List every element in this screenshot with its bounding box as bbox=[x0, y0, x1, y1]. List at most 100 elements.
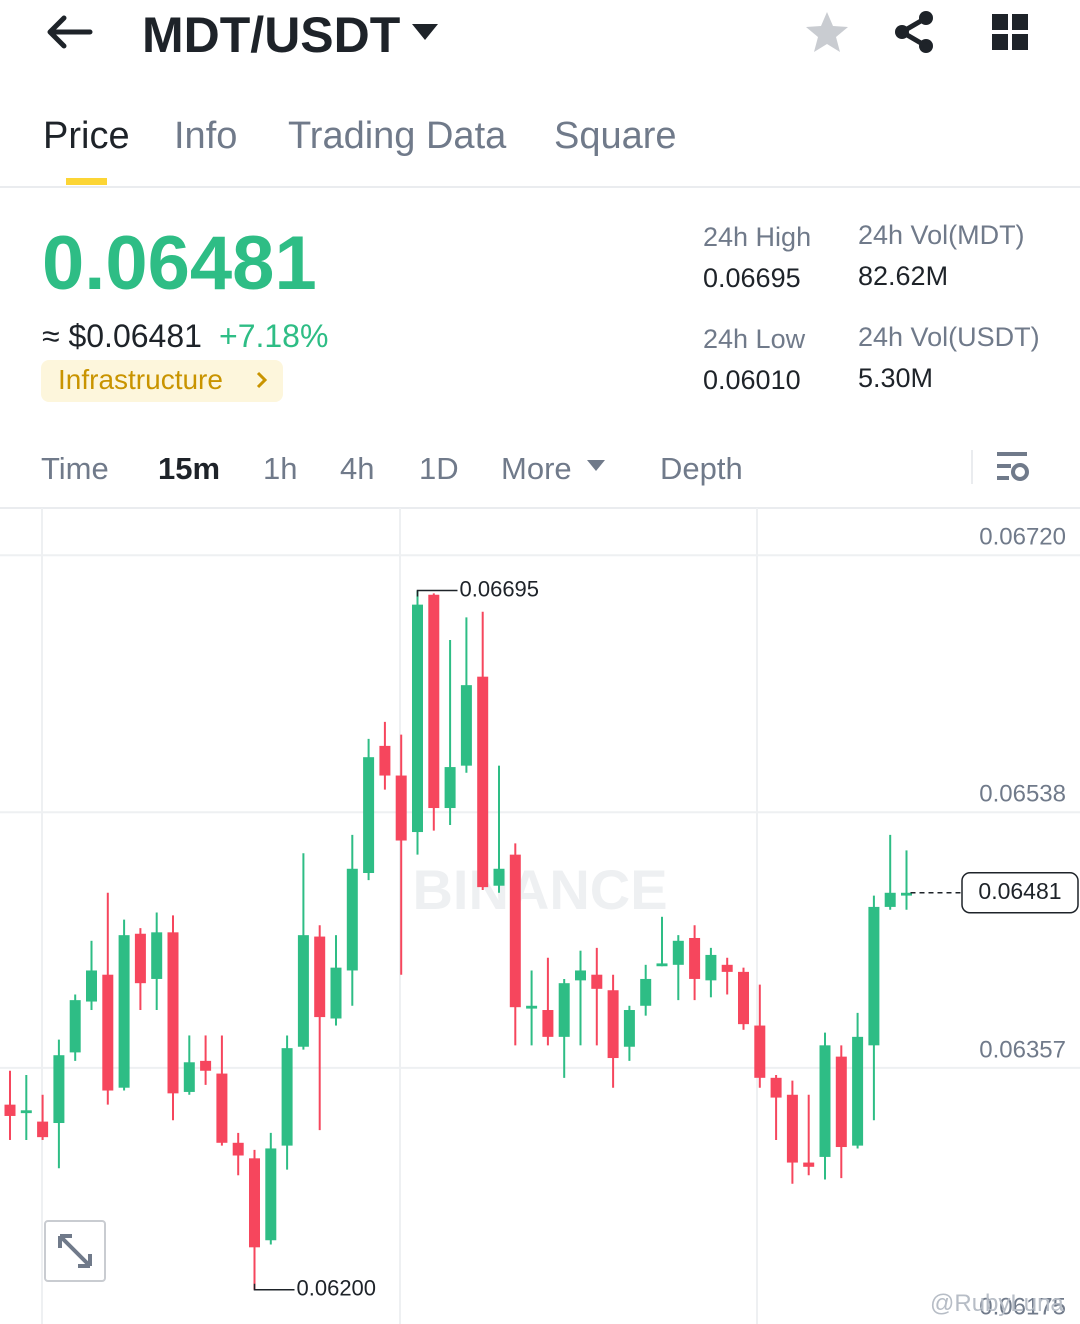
candle-body bbox=[623, 1010, 635, 1047]
tag-arrow bbox=[256, 371, 268, 389]
depth-tab[interactable]: Depth bbox=[660, 451, 743, 486]
candle-body bbox=[281, 1048, 293, 1146]
share-icon[interactable] bbox=[892, 10, 938, 54]
last-price: 0.06481 bbox=[42, 221, 317, 306]
tab-active[interactable]: Price bbox=[43, 115, 130, 157]
candle-body bbox=[884, 892, 896, 907]
tag-chip[interactable] bbox=[41, 360, 283, 402]
candle-body bbox=[542, 1010, 554, 1037]
candle-body bbox=[69, 1000, 81, 1053]
tab-indicator bbox=[66, 178, 107, 185]
candle-body bbox=[134, 933, 146, 984]
candle-body bbox=[819, 1045, 831, 1157]
candle-body bbox=[852, 1036, 864, 1146]
candle-body bbox=[509, 854, 521, 1008]
tab[interactable]: Trading Data bbox=[288, 115, 507, 157]
divider bbox=[0, 186, 1080, 188]
candle-body bbox=[346, 868, 358, 971]
low-label: 0.06200 bbox=[297, 1276, 377, 1301]
candle-body bbox=[493, 868, 505, 886]
expand-button[interactable] bbox=[44, 1220, 106, 1282]
low-marker bbox=[253, 1283, 295, 1291]
candle-body bbox=[167, 932, 179, 1094]
candle-body bbox=[249, 1158, 260, 1248]
candle-body bbox=[868, 906, 880, 1046]
tag-label[interactable]: Infrastructure bbox=[58, 364, 223, 395]
candle-body bbox=[721, 964, 733, 972]
stat-label: 24h Vol(USDT) bbox=[858, 322, 1040, 352]
candle-body bbox=[4, 1104, 16, 1116]
timeframe-more[interactable]: More bbox=[501, 451, 572, 486]
candle-body bbox=[738, 971, 749, 1025]
watermark: BINANCE bbox=[412, 858, 667, 921]
y-tick-label: 0.06357 bbox=[979, 1036, 1066, 1063]
separator bbox=[971, 450, 973, 484]
candle-body bbox=[330, 967, 342, 1019]
candle-body bbox=[460, 685, 472, 766]
stat-label: 24h High bbox=[703, 222, 812, 252]
candle-body bbox=[216, 1073, 228, 1143]
candle-body bbox=[754, 1025, 766, 1078]
stat-value: 0.06010 bbox=[703, 365, 801, 395]
candle-body bbox=[297, 935, 309, 1047]
last-price-box bbox=[961, 872, 1079, 914]
candle-body bbox=[835, 1056, 847, 1148]
timeframe[interactable]: 4h bbox=[340, 451, 375, 486]
credit-watermark: @RubyLuna bbox=[930, 1290, 1064, 1317]
timeframe[interactable]: 1D bbox=[419, 451, 459, 486]
pair-title[interactable]: MDT/USDT bbox=[142, 7, 401, 63]
candle-body bbox=[786, 1094, 798, 1163]
timeframe-active[interactable]: 15m bbox=[158, 451, 221, 486]
candle-body bbox=[656, 963, 668, 967]
divider bbox=[0, 507, 1080, 509]
tab[interactable]: Info bbox=[174, 115, 238, 157]
candlestick-chart: BINANCE 0.06720 0.06538 0.06357 0.06175 0.06… bbox=[0, 508, 1080, 1324]
candle-body bbox=[183, 1062, 195, 1092]
candle-body bbox=[705, 954, 717, 981]
candle-body bbox=[363, 757, 375, 874]
candle-body bbox=[672, 940, 684, 965]
candle-body bbox=[526, 1005, 538, 1009]
candle-body bbox=[118, 935, 130, 1088]
y-tick-label: 0.06175 bbox=[979, 1293, 1066, 1320]
candle-body bbox=[770, 1077, 782, 1098]
candle-body bbox=[640, 978, 652, 1006]
y-tick-label: 0.06538 bbox=[979, 781, 1066, 808]
candle-body bbox=[200, 1060, 212, 1071]
more-dropdown[interactable] bbox=[586, 458, 606, 474]
candle-body bbox=[412, 604, 423, 833]
tab[interactable]: Square bbox=[554, 115, 677, 157]
stat-value: 82.62M bbox=[858, 261, 949, 291]
stat-label: 24h Vol(MDT) bbox=[858, 220, 1025, 250]
candle-body bbox=[591, 974, 603, 989]
candle-body bbox=[53, 1055, 65, 1124]
candle-body bbox=[689, 937, 701, 979]
candle-body bbox=[901, 892, 912, 896]
candle-body bbox=[151, 932, 163, 979]
candle-body bbox=[428, 594, 440, 809]
high-label: 0.06695 bbox=[460, 576, 540, 601]
candle-body bbox=[86, 970, 97, 1002]
stat-label: 24h Low bbox=[703, 324, 806, 354]
back-button[interactable] bbox=[44, 12, 94, 52]
expand-icon bbox=[58, 1234, 92, 1268]
favorite-star[interactable] bbox=[804, 10, 850, 54]
timeframe[interactable]: 1h bbox=[263, 451, 298, 486]
candle-body bbox=[379, 745, 391, 776]
pair-dropdown[interactable] bbox=[410, 20, 440, 44]
candle-body bbox=[232, 1142, 244, 1156]
usd-price: ≈ $0.06481 bbox=[42, 318, 202, 354]
candle-body bbox=[37, 1121, 49, 1138]
candle-body bbox=[314, 936, 326, 1018]
menu-grid[interactable] bbox=[990, 12, 1032, 52]
stat-value: 0.06695 bbox=[703, 263, 801, 293]
candle-body bbox=[102, 974, 114, 1091]
chart-settings[interactable] bbox=[995, 450, 1031, 484]
y-tick-label: 0.06720 bbox=[979, 524, 1066, 551]
timeframe-label: Time bbox=[41, 451, 109, 486]
candle-body bbox=[20, 1110, 32, 1114]
candle-body bbox=[803, 1162, 815, 1167]
high-marker bbox=[416, 589, 458, 597]
candle-body bbox=[444, 767, 456, 809]
